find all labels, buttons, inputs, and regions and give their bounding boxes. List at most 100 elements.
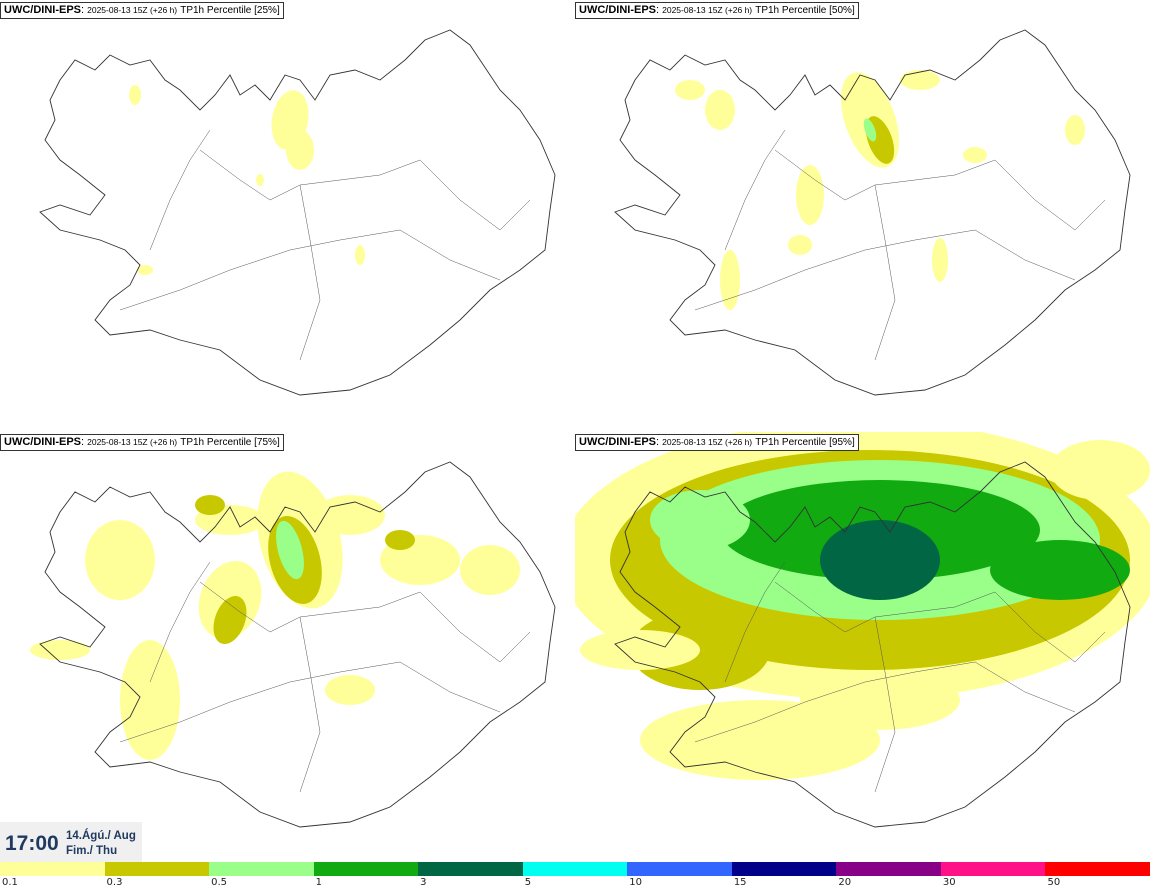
road-line: [119, 661, 501, 743]
precip-colorbar: [0, 862, 1150, 876]
map-panel-p75: UWC/DINI-EPS: 2025-08-13 15Z (+26 h) TP1…: [0, 432, 575, 862]
precip-area: [120, 640, 180, 760]
precip-area: [385, 530, 415, 550]
road-line: [149, 561, 211, 683]
panel-title: UWC/DINI-EPS: 2025-08-13 15Z (+26 h) TP1…: [575, 2, 859, 19]
iceland-map: [30, 461, 556, 828]
coastline: [614, 461, 1131, 828]
model-name: UWC/DINI-EPS: [579, 4, 656, 16]
iceland-map: [39, 29, 556, 396]
colorbar-tick-label: 0.5: [211, 877, 227, 888]
colorbar-segment: [522, 862, 628, 876]
parameter-label: TP1h Percentile [95%]: [755, 437, 855, 448]
road-line: [419, 159, 531, 231]
precip-area: [932, 238, 948, 282]
colorbar-tick-label: 3: [420, 877, 427, 888]
precip-area: [1050, 440, 1150, 500]
precip-area: [315, 495, 385, 535]
precip-area: [460, 545, 520, 595]
precip-area: [963, 147, 987, 163]
precip-area: [195, 495, 225, 515]
model-name: UWC/DINI-EPS: [579, 436, 656, 448]
precip-area: [129, 85, 141, 105]
colorbar-segment: [313, 862, 419, 876]
road-line: [419, 591, 531, 663]
precip-area: [325, 675, 375, 705]
colorbar-segment: [209, 862, 314, 876]
precip-area: [355, 245, 365, 265]
precip-area: [137, 265, 153, 275]
precip-area: [705, 90, 735, 130]
precip-area: [788, 235, 812, 255]
valid-time-box: 17:00 14.Ágú./ Aug Fim./ Thu: [0, 822, 142, 862]
colorbar-tick-label: 50: [1047, 877, 1061, 888]
colorbar-tick-label: 1: [315, 877, 322, 888]
iceland-map: [614, 29, 1131, 396]
parameter-label: TP1h Percentile [25%]: [180, 5, 280, 16]
road-line: [299, 184, 321, 361]
precip-area: [990, 540, 1130, 600]
colorbar-labels: 0.1 0.3 0.5 1 3 5 10 15 20 30 50: [0, 877, 1150, 891]
road-line: [994, 591, 1106, 663]
precip-area: [650, 490, 750, 550]
road-line: [149, 129, 211, 251]
precip-area: [1065, 115, 1085, 145]
precip-area: [286, 130, 314, 170]
coastline: [614, 29, 1131, 396]
panel-title: UWC/DINI-EPS: 2025-08-13 15Z (+26 h) TP1…: [575, 434, 859, 451]
colorbar-segment: [731, 862, 837, 876]
coastline: [39, 461, 556, 828]
colorbar-tick-label: 0.1: [2, 877, 18, 888]
precip-area: [675, 80, 705, 100]
colorbar-tick-label: 0.3: [106, 877, 123, 888]
precip-area: [276, 520, 304, 580]
valid-time: 17:00: [5, 832, 59, 855]
precip-area: [256, 174, 264, 186]
run-info: 2025-08-13 15Z (+26 h): [87, 5, 178, 15]
valid-weekday: Fim./ Thu: [66, 845, 118, 857]
colorbar-tick-label: 20: [838, 877, 852, 888]
road-line: [724, 561, 786, 683]
precip-area: [796, 165, 824, 225]
map-panel-p95: UWC/DINI-EPS: 2025-08-13 15Z (+26 h) TP1…: [575, 432, 1150, 862]
road-line: [994, 159, 1106, 231]
colorbar-segment: [627, 862, 732, 876]
colorbar-tick-label: 10: [629, 877, 642, 888]
precip-area: [640, 700, 880, 780]
road-line: [119, 229, 501, 311]
colorbar-segment: [0, 862, 105, 876]
panel-title: UWC/DINI-EPS: 2025-08-13 15Z (+26 h) TP1…: [0, 2, 284, 19]
iceland-map: [575, 432, 1150, 828]
road-line: [874, 616, 896, 793]
map-panel-p25: UWC/DINI-EPS: 2025-08-13 15Z (+26 h) TP1…: [0, 0, 575, 430]
road-line: [694, 661, 1076, 743]
colorbar-segment: [836, 862, 941, 876]
road-line: [299, 616, 321, 793]
precip-area: [820, 520, 940, 600]
valid-date: 14.Ágú./ Aug: [66, 830, 136, 842]
colorbar-tick-label: 15: [733, 877, 747, 888]
run-info: 2025-08-13 15Z (+26 h): [87, 437, 178, 447]
run-info: 2025-08-13 15Z (+26 h): [662, 437, 753, 447]
map-panel-p50: UWC/DINI-EPS: 2025-08-13 15Z (+26 h) TP1…: [575, 0, 1150, 430]
colorbar-segment: [940, 862, 1046, 876]
precip-area: [30, 640, 90, 660]
colorbar-tick-label: 5: [524, 877, 532, 888]
parameter-label: TP1h Percentile [75%]: [180, 437, 280, 448]
precip-area: [863, 118, 877, 142]
road-line: [694, 229, 1076, 311]
colorbar-tick-label: 30: [942, 877, 956, 888]
panel-title: UWC/DINI-EPS: 2025-08-13 15Z (+26 h) TP1…: [0, 434, 284, 451]
coastline: [39, 29, 556, 396]
precip-area: [85, 520, 155, 600]
model-name: UWC/DINI-EPS: [4, 436, 81, 448]
colorbar-segment: [418, 862, 523, 876]
precip-area: [580, 630, 700, 670]
precip-area: [900, 70, 940, 90]
road-line: [874, 184, 896, 361]
precip-area: [720, 250, 740, 310]
colorbar-segment: [1045, 862, 1150, 876]
model-name: UWC/DINI-EPS: [4, 4, 81, 16]
precip-area: [213, 595, 247, 645]
parameter-label: TP1h Percentile [50%]: [755, 5, 855, 16]
